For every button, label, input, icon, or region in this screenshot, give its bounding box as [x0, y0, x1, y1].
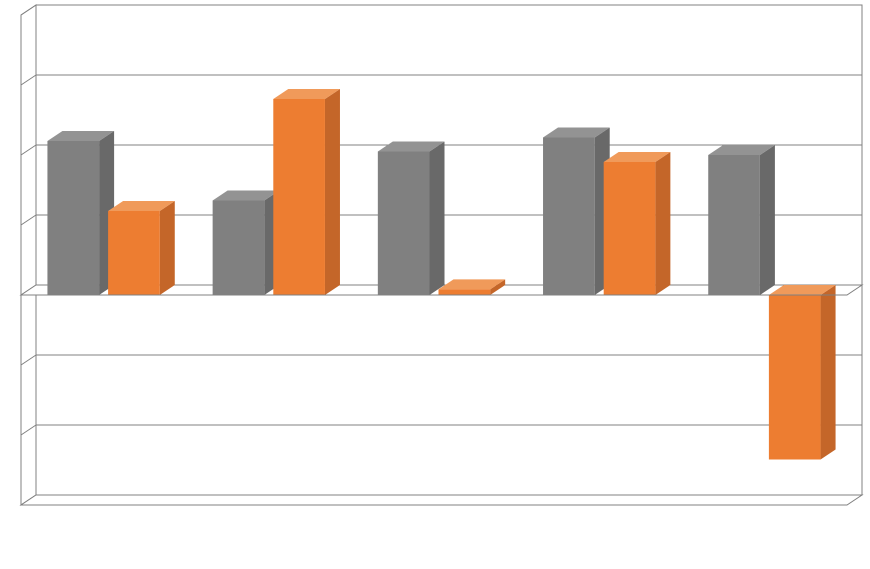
bar-chart	[0, 0, 870, 569]
bar-series1-c5	[708, 145, 775, 295]
bar-series2-c4	[604, 152, 671, 295]
bar-series1-c1	[47, 131, 114, 295]
bar-series2-c1	[108, 201, 175, 295]
chart-svg	[0, 0, 870, 569]
bar-series1-c4	[543, 128, 610, 296]
bar-series2-c5	[769, 285, 836, 460]
bar-series2-c2	[273, 89, 340, 295]
bar-series1-c2	[213, 191, 280, 296]
bar-series1-c3	[378, 142, 445, 296]
